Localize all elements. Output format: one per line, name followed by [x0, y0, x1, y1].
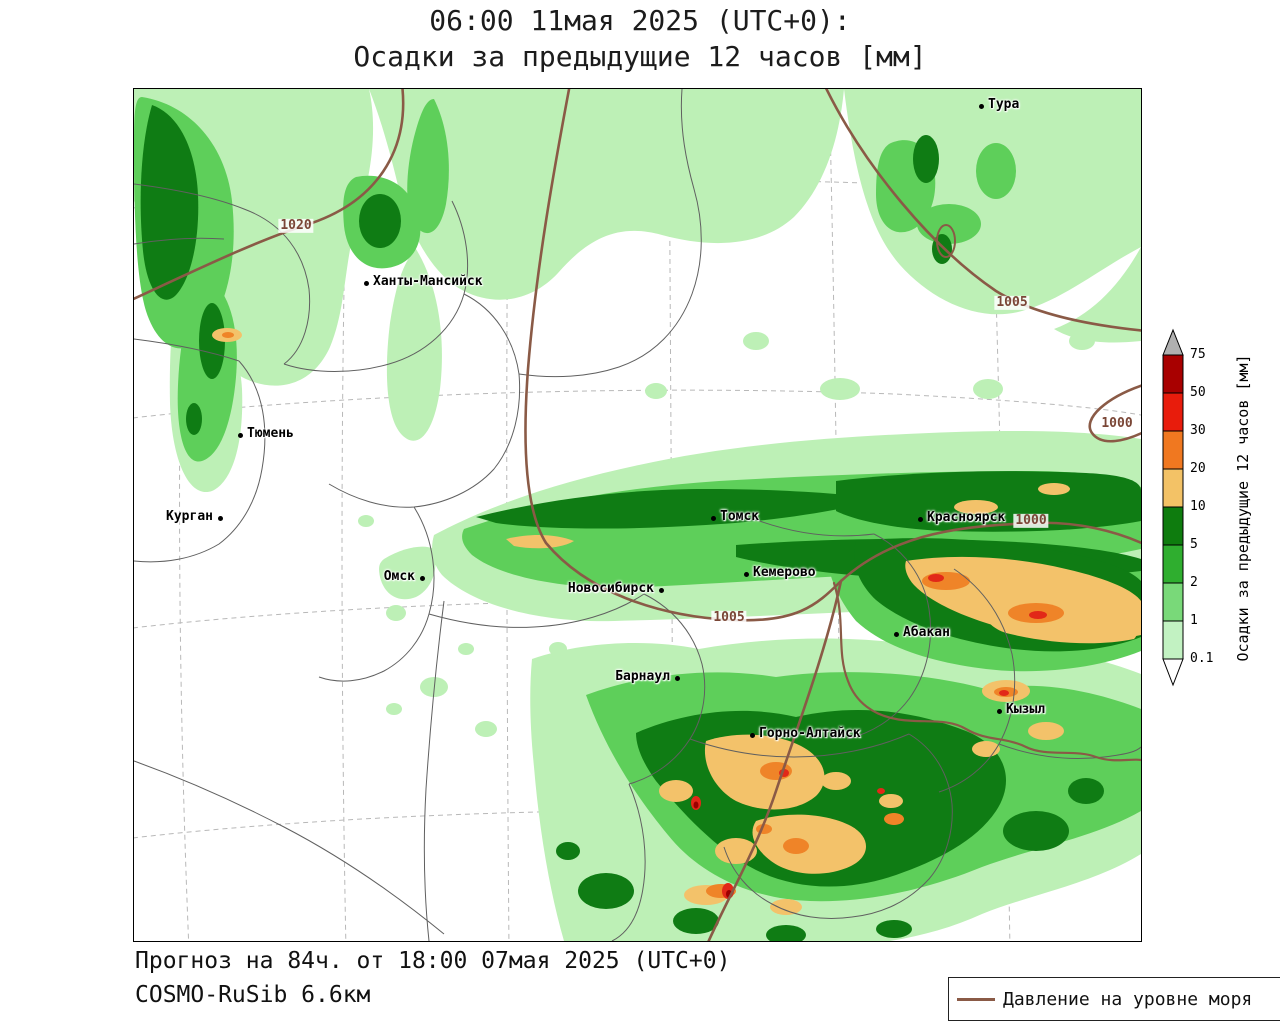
colorbar-tick-label: 5: [1190, 538, 1198, 551]
city-label: Омск: [384, 569, 415, 585]
city-label: Барнаул: [615, 669, 670, 685]
city-label: Томск: [720, 509, 759, 525]
colorbar-tick-label: 20: [1190, 462, 1206, 475]
city-label: Курган: [166, 509, 213, 525]
city-label: Кемерово: [753, 565, 816, 581]
city-dot: [711, 516, 716, 521]
city-dot: [750, 733, 755, 738]
isobar-label: 1020: [278, 219, 313, 233]
colorbar-svg: [1162, 329, 1192, 714]
isobar-label: 1005: [711, 611, 746, 625]
city-label: Тура: [988, 97, 1019, 113]
colorbar-tick-label: 50: [1190, 386, 1206, 399]
pressure-legend-label: Давление на уровне моря: [1003, 989, 1252, 1010]
city-dot: [675, 676, 680, 681]
pressure-line-sample: [957, 998, 995, 1001]
colorbar-tick-label: 75: [1190, 348, 1206, 361]
city-dot: [744, 572, 749, 577]
page-title-line1: 06:00 11мая 2025 (UTC+0):: [0, 4, 1280, 37]
city-dot: [979, 104, 984, 109]
model-info-text: COSMO-RuSib 6.6км: [135, 982, 370, 1008]
city-label: Абакан: [903, 625, 950, 641]
colorbar-tick-label: 30: [1190, 424, 1206, 437]
colorbar-title: Осадки за предыдущие 12 часов [мм]: [1234, 354, 1252, 661]
city-dot: [238, 433, 243, 438]
map-overlay: Тура Ханты-Мансийск Тюмень Курган Омск Томск К…: [134, 89, 1141, 941]
city-label: Красноярск: [927, 510, 1005, 526]
colorbar-tick-label: 1: [1190, 614, 1198, 627]
city-dot: [894, 632, 899, 637]
colorbar-tick-label: 0.1: [1190, 652, 1213, 665]
city-dot: [997, 709, 1002, 714]
city-dot: [659, 588, 664, 593]
isobar-label: 1000: [1099, 417, 1134, 431]
city-label: Тюмень: [247, 426, 294, 442]
city-dot: [218, 516, 223, 521]
city-label: Ханты-Мансийск: [373, 274, 483, 290]
colorbar-tick-label: 2: [1190, 576, 1198, 589]
weather-map-page: 06:00 11мая 2025 (UTC+0): Осадки за пред…: [0, 0, 1280, 1024]
map-panel: Тура Ханты-Мансийск Тюмень Курган Омск Томск К…: [133, 88, 1142, 942]
page-title-line2: Осадки за предыдущие 12 часов [мм]: [0, 40, 1280, 73]
city-label: Кызыл: [1006, 702, 1045, 718]
city-dot: [918, 517, 923, 522]
city-dot: [364, 281, 369, 286]
city-label: Новосибирск: [568, 581, 654, 597]
colorbar-tick-label: 10: [1190, 500, 1206, 513]
isobar-label: 1005: [994, 296, 1029, 310]
city-dot: [420, 576, 425, 581]
pressure-legend: Давление на уровне моря: [948, 977, 1280, 1021]
isobar-label: 1000: [1013, 514, 1048, 528]
city-label: Горно-Алтайск: [759, 726, 861, 742]
forecast-info-text: Прогноз на 84ч. от 18:00 07мая 2025 (UTC…: [135, 948, 730, 974]
